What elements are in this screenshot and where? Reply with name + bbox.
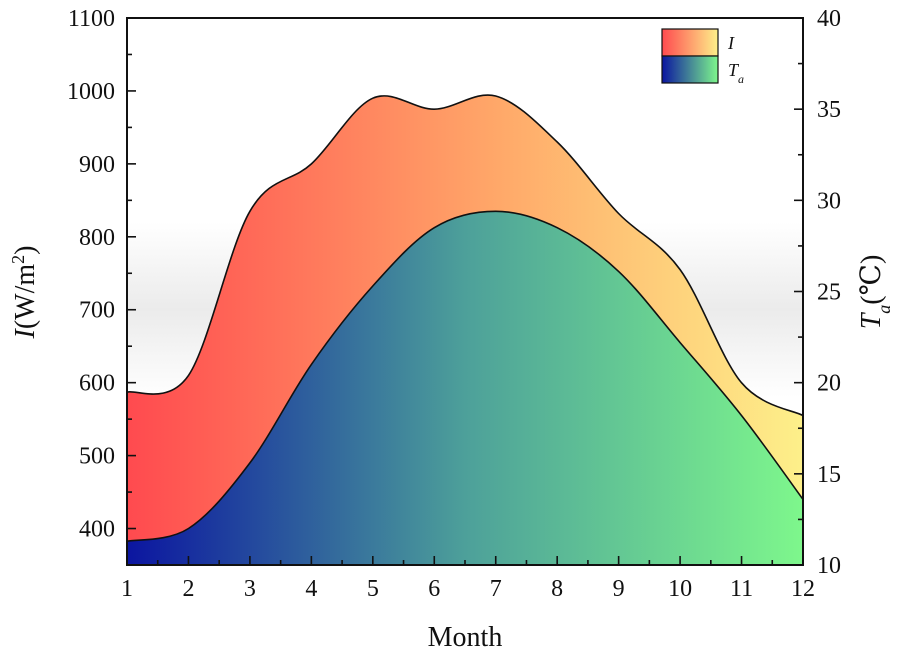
y-left-tick-label: 1000 [67, 79, 115, 105]
x-tick-label: 1 [121, 576, 133, 602]
legend-swatch-temperature [661, 55, 719, 84]
y-left-tick-label: 900 [79, 152, 115, 178]
temperature-area [127, 211, 803, 566]
y-left-tick-label: 1100 [68, 6, 115, 32]
x-tick-label: 10 [668, 576, 692, 602]
y-left-tick-label: 700 [79, 298, 115, 324]
x-tick-label: 2 [182, 576, 194, 602]
x-tick-label: 7 [490, 576, 502, 602]
x-tick-label: 6 [428, 576, 440, 602]
x-tick-label: 11 [730, 576, 753, 602]
irradiance-curve [126, 94, 804, 417]
y-right-tick-label: 30 [817, 188, 841, 214]
x-tick-label: 8 [551, 576, 563, 602]
legend: I Ta [661, 28, 744, 86]
x-axis-title: Month [428, 622, 503, 653]
x-tick-label: 5 [367, 576, 379, 602]
x-tick-label: 9 [613, 576, 625, 602]
temperature-curve [126, 210, 804, 543]
y-left-tick-label: 500 [79, 444, 115, 470]
y-right-tick-label: 15 [817, 462, 841, 488]
legend-swatch-irradiance [661, 28, 719, 57]
y-right-tick-label: 25 [817, 280, 841, 306]
x-tick-label: 12 [791, 576, 815, 602]
y-right-tick-label: 40 [817, 6, 841, 32]
y-left-tick-label: 400 [79, 517, 115, 543]
y-axis-right-title: Ta(℃) [856, 255, 894, 330]
y-right-tick-label: 20 [817, 371, 841, 397]
legend-label-irradiance: I [727, 33, 735, 53]
y-left-tick-label: 800 [79, 225, 115, 251]
x-tick-label: 3 [244, 576, 256, 602]
y-right-tick-label: 10 [817, 553, 841, 579]
y-left-tick-label: 600 [79, 371, 115, 397]
y-axis-left-title: I(W/m2) [8, 246, 41, 340]
x-tick-label: 4 [305, 576, 317, 602]
legend-label-temperature: Ta [728, 60, 744, 86]
y-right-tick-label: 35 [817, 97, 841, 123]
axis-ticks: 1 2 3 4 5 6 7 8 9 10 11 124005006007008009001000110… [67, 6, 841, 602]
